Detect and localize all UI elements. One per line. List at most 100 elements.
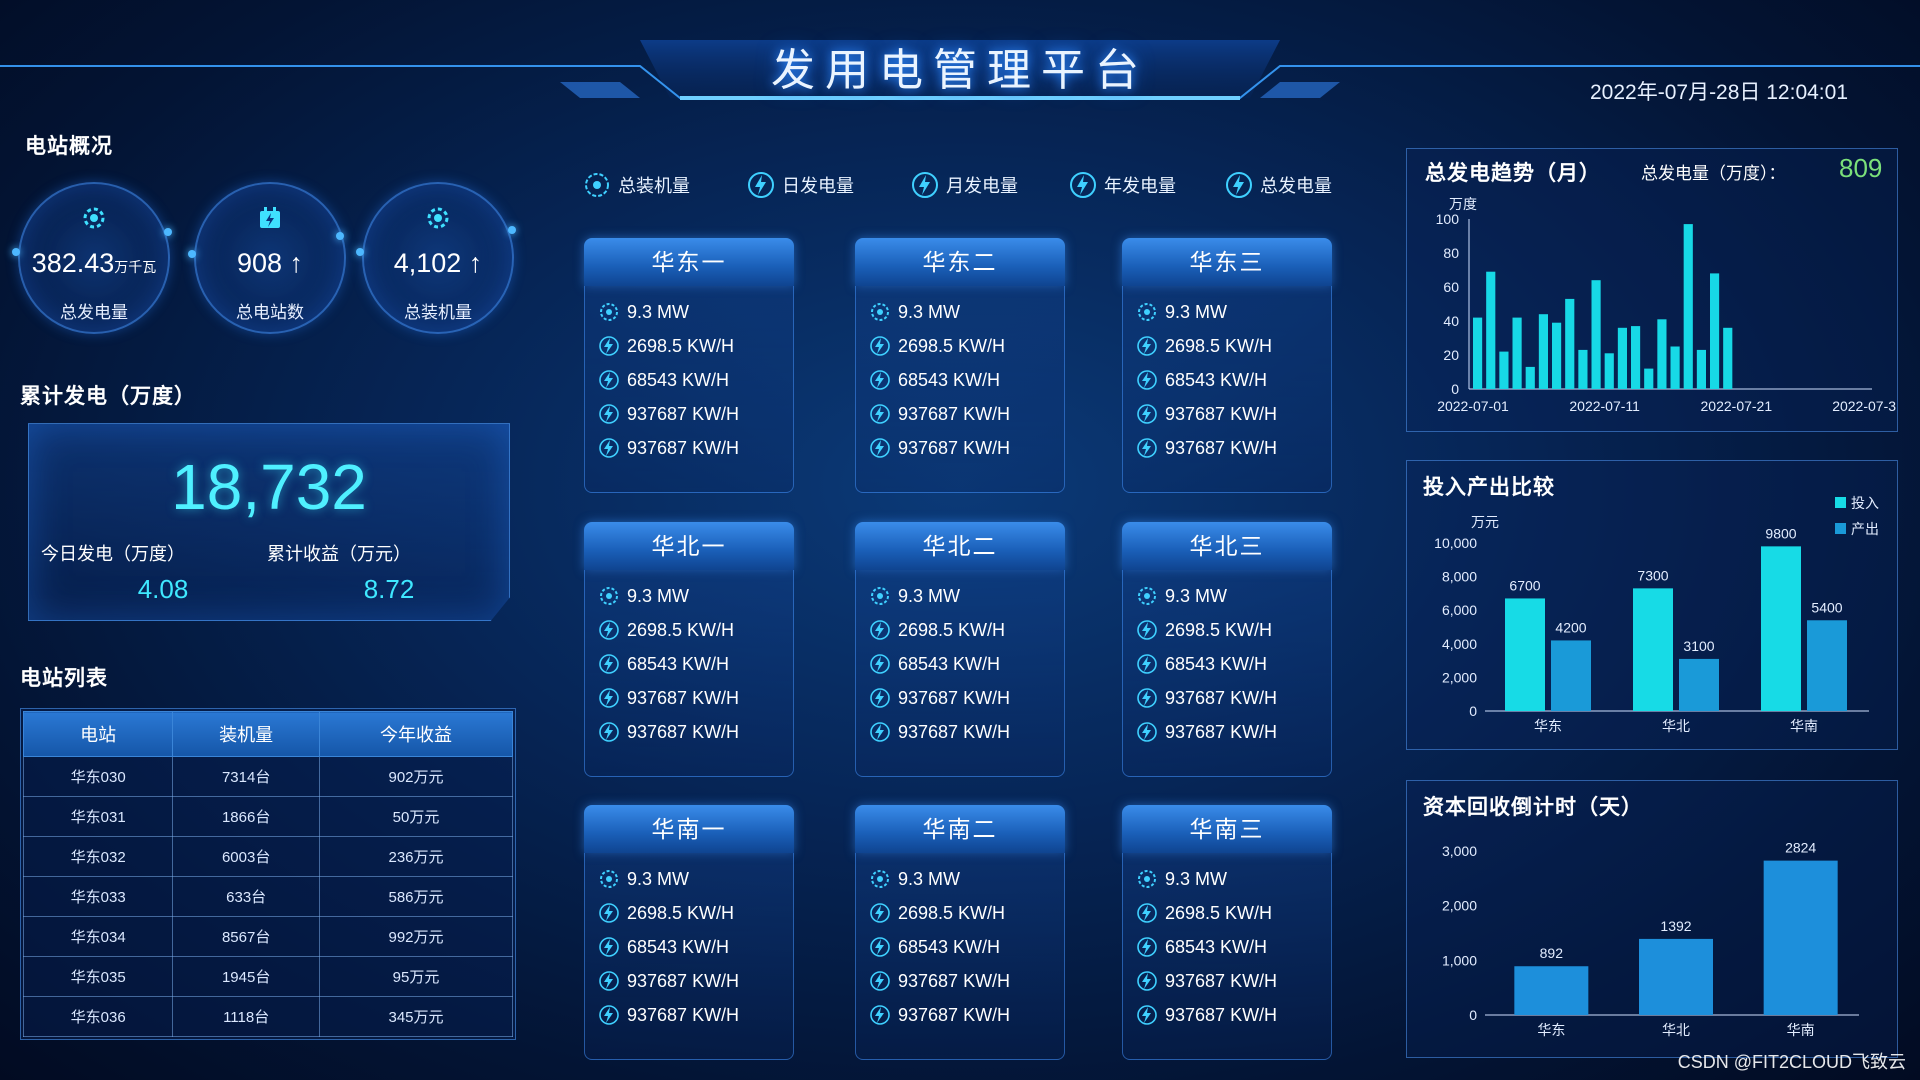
bolt-day-icon <box>599 336 619 356</box>
nav-total-capacity[interactable]: 总装机量 <box>582 170 690 200</box>
table-row[interactable]: 华东030 7314台 902万元 <box>22 756 513 797</box>
region-card[interactable]: 华东一 9.3 MW 2698.5 KW/H 68543 KW/H 937687 KW/… <box>584 238 794 494</box>
column-header[interactable]: 装机量 <box>172 711 320 757</box>
decor-dot <box>164 228 172 236</box>
x-tick-label: 华南 <box>1790 718 1818 734</box>
region-metric-row: 937687 KW/H <box>868 436 1010 460</box>
region-metric-row: 68543 KW/H <box>597 652 729 676</box>
table-cell: 华东033 <box>22 876 174 917</box>
nav-label: 总装机量 <box>618 176 690 196</box>
region-card[interactable]: 华南二 9.3 MW 2698.5 KW/H 68543 KW/H 937687 KW/… <box>855 805 1065 1061</box>
region-metric-value: 9.3 MW <box>1165 301 1228 322</box>
table-row[interactable]: 华东035 1945台 95万元 <box>22 956 513 997</box>
table-row[interactable]: 华东036 1118台 345万元 <box>22 996 513 1037</box>
region-card[interactable]: 华南三 9.3 MW 2698.5 KW/H 68543 KW/H 937687 KW/… <box>1122 805 1332 1061</box>
region-metric-row: 937687 KW/H <box>597 969 739 993</box>
bar-value-label: 9800 <box>1765 525 1796 541</box>
region-name: 华南二 <box>922 816 998 842</box>
legend-label: 产出 <box>1851 521 1879 537</box>
bolt-year-icon <box>870 688 890 708</box>
x-tick-label: 华北 <box>1662 1022 1690 1038</box>
io-bar <box>1505 598 1545 711</box>
header-frame <box>0 40 1920 100</box>
bolt-year-icon <box>599 404 619 424</box>
cumulative-title: 累计发电（万度） <box>20 385 196 408</box>
nav-monthly-generation[interactable]: 月发电量 <box>910 170 1018 200</box>
nav-yearly-generation[interactable]: 年发电量 <box>1068 170 1176 200</box>
gear-icon <box>1138 303 1156 321</box>
nav-daily-generation[interactable]: 日发电量 <box>746 170 854 200</box>
trend-bar <box>1710 273 1720 389</box>
region-name: 华北一 <box>651 533 727 559</box>
region-metric-row: 937687 KW/H <box>597 686 739 710</box>
gear-icon <box>871 870 889 888</box>
region-metric-value: 937687 KW/H <box>1165 1004 1278 1025</box>
x-tick-label: 2022-07-11 <box>1569 398 1640 414</box>
region-card[interactable]: 华南一 9.3 MW 2698.5 KW/H 68543 KW/H 937687 KW/… <box>584 805 794 1061</box>
region-metric-value: 937687 KW/H <box>898 970 1011 991</box>
gear-icon <box>1138 587 1156 605</box>
cumulative-total: 18,732 <box>171 451 367 523</box>
region-metric-row: 2698.5 KW/H <box>597 334 734 358</box>
gear-icon <box>871 303 889 321</box>
payback-panel: 资本回收倒计时（天） 0 1,000 2,000 3,000 892 华东 1392 华北 28… <box>1406 780 1898 1058</box>
column-header[interactable]: 电站 <box>22 711 174 757</box>
region-metric-value: 68543 KW/H <box>1165 936 1268 957</box>
region-card[interactable]: 华北二 9.3 MW 2698.5 KW/H 68543 KW/H 937687 KW/… <box>855 522 1065 778</box>
region-metric-value: 937687 KW/H <box>898 687 1011 708</box>
region-metric-row: 9.3 MW <box>868 867 960 891</box>
region-card-header: 华东一 <box>584 238 794 286</box>
table-row[interactable]: 华东031 1866台 50万元 <box>22 796 513 837</box>
station-table: 电站 装机量 今年收益 华东030 7314台 902万元 华东031 1866台 50… <box>20 708 516 1040</box>
region-card[interactable]: 华北三 9.3 MW 2698.5 KW/H 68543 KW/H 937687 KW/… <box>1122 522 1332 778</box>
table-row[interactable]: 华东033 633台 586万元 <box>22 876 513 917</box>
region-metric-row: 68543 KW/H <box>1135 368 1267 392</box>
table-cell: 95万元 <box>319 956 513 997</box>
table-row[interactable]: 华东034 8567台 992万元 <box>22 916 513 957</box>
legend-swatch <box>1835 523 1846 534</box>
datetime: 2022年-07月-28日 12:04:01 <box>1590 81 1848 104</box>
region-card[interactable]: 华东三 9.3 MW 2698.5 KW/H 68543 KW/H 937687 KW/… <box>1122 238 1332 494</box>
region-card-header: 华东三 <box>1122 238 1332 286</box>
region-metric-row: 68543 KW/H <box>1135 935 1267 959</box>
overview-station-count: 908 ↑ 总电站数 <box>194 182 346 334</box>
region-card[interactable]: 华北一 9.3 MW 2698.5 KW/H 68543 KW/H 937687 KW/… <box>584 522 794 778</box>
io-bar <box>1679 658 1719 711</box>
region-metric-value: 68543 KW/H <box>898 936 1001 957</box>
x-tick-label: 2022-07-01 <box>1437 398 1509 414</box>
column-header[interactable]: 今年收益 <box>319 711 513 757</box>
trend-total-value: 809 <box>1839 153 1883 183</box>
nav-label: 总发电量 <box>1260 176 1332 196</box>
y-tick-label: 0 <box>1469 1007 1477 1023</box>
bolt-total-icon <box>1137 438 1157 458</box>
bolt-month-icon <box>912 172 938 198</box>
table-row[interactable]: 华东032 6003台 236万元 <box>22 836 513 877</box>
decor-dot <box>336 232 344 240</box>
region-card[interactable]: 华东二 9.3 MW 2698.5 KW/H 68543 KW/H 937687 KW/… <box>855 238 1065 494</box>
region-metric-value: 937687 KW/H <box>898 437 1011 458</box>
y-tick-label: 6,000 <box>1442 602 1477 618</box>
x-tick-label: 华东 <box>1537 1022 1565 1038</box>
region-metric-row: 9.3 MW <box>597 584 689 608</box>
region-metric-value: 2698.5 KW/H <box>627 619 735 640</box>
bolt-total-icon <box>1226 172 1252 198</box>
y-tick-label: 80 <box>1443 245 1459 261</box>
watermark: CSDN @FIT2CLOUD飞致云 <box>1677 1052 1906 1072</box>
gear-icon <box>600 587 618 605</box>
bolt-year-icon <box>1070 172 1096 198</box>
gear-icon <box>83 207 105 229</box>
region-metric-value: 68543 KW/H <box>898 653 1001 674</box>
bolt-total-icon <box>599 722 619 742</box>
region-metric-row: 2698.5 KW/H <box>868 334 1005 358</box>
region-name: 华东一 <box>651 249 727 275</box>
x-tick-label: 2022-07-21 <box>1701 398 1773 414</box>
io-chart: 万元 0 2,000 4,000 6,000 8,000 10,000 6700 4200 华东 7… <box>1434 495 1879 734</box>
table-cell: 633台 <box>172 876 320 917</box>
overview-installed-capacity: 4,102 ↑ 总装机量 <box>362 182 514 334</box>
nav-total-generation[interactable]: 总发电量 <box>1224 170 1332 200</box>
region-card-body: 9.3 MW 2698.5 KW/H 68543 KW/H 937687 KW/H 93… <box>1122 570 1332 777</box>
bolt-month-icon <box>870 370 890 390</box>
bolt-month-icon <box>1137 654 1157 674</box>
payback-chart: 0 1,000 2,000 3,000 892 华东 1392 华北 2824 华南 <box>1442 840 1859 1038</box>
region-metric-value: 68543 KW/H <box>627 369 730 390</box>
